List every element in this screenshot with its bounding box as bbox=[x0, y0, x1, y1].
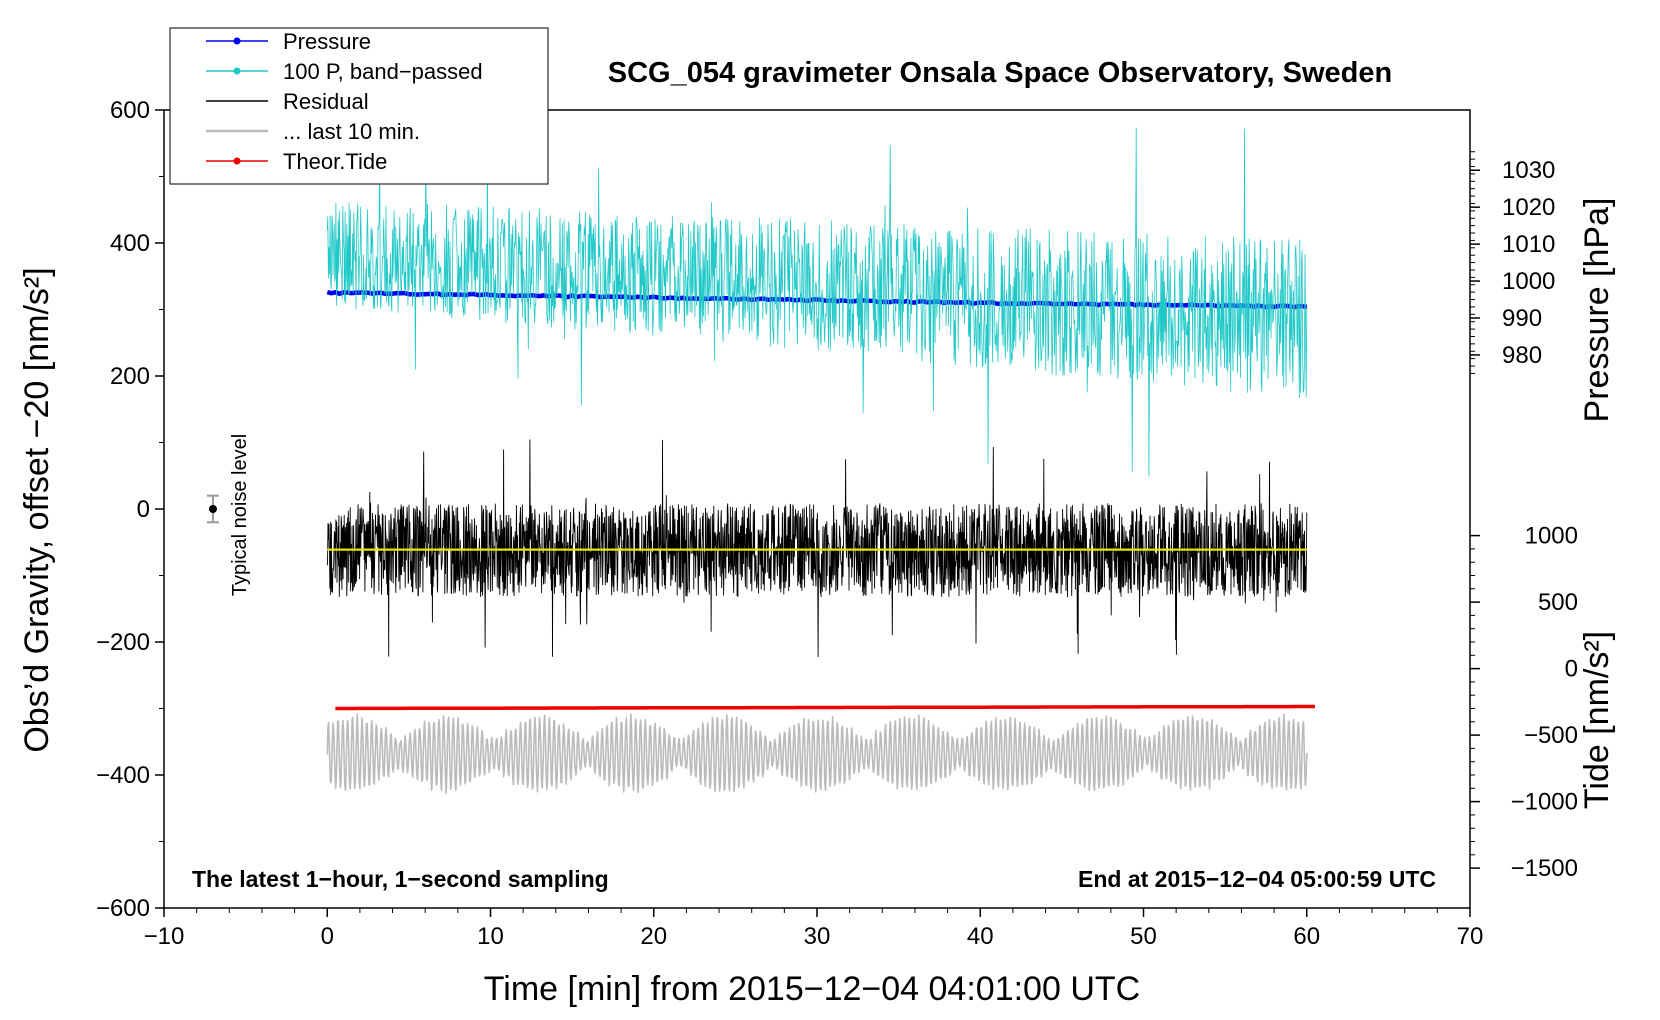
legend-marker-pressure bbox=[233, 37, 241, 45]
x-tick-label: 30 bbox=[804, 923, 831, 950]
x-tick-label: 40 bbox=[967, 923, 994, 950]
series-layer bbox=[326, 127, 1315, 795]
y-tick-label: 0 bbox=[137, 496, 150, 523]
legend-marker-100-p-band-passed bbox=[233, 67, 241, 75]
annotation-left: The latest 1−hour, 1−second sampling bbox=[192, 866, 609, 892]
x-tick-label: 70 bbox=[1457, 923, 1484, 950]
pressure-tick-label: 1020 bbox=[1502, 194, 1555, 221]
pressure-tick-label: 990 bbox=[1502, 305, 1542, 332]
y-axis-label-pressure: Pressure [hPa] bbox=[1578, 198, 1616, 423]
y-axis-label-tide: Tide [nm/s²] bbox=[1578, 631, 1616, 809]
pressure-tick-label: 1000 bbox=[1502, 268, 1555, 295]
y-tick-label: 200 bbox=[110, 363, 150, 390]
legend-label-last-10-min: ... last 10 min. bbox=[283, 119, 420, 144]
y-axis-label-left: Obs’d Gravity, offset −20 [nm/s²] bbox=[18, 267, 56, 752]
tide-tick-label: 0 bbox=[1565, 656, 1578, 683]
series--last-10-min- bbox=[326, 713, 1308, 795]
legend: Pressure 100 P, band−passed Residual ... la… bbox=[169, 27, 549, 185]
series-100-p-band-passed bbox=[326, 127, 1308, 477]
series-theor-tide bbox=[335, 704, 1315, 711]
tide-tick-label: 500 bbox=[1538, 589, 1578, 616]
tide-tick-label: −500 bbox=[1524, 722, 1578, 749]
x-tick-label: 10 bbox=[477, 923, 504, 950]
x-tick-label: 0 bbox=[321, 923, 334, 950]
tide-tick-label: −1500 bbox=[1511, 855, 1578, 882]
legend-box bbox=[169, 27, 549, 185]
pressure-tick-label: 1010 bbox=[1502, 231, 1555, 258]
legend-label-theor-tide: Theor.Tide bbox=[283, 149, 387, 174]
tide-tick-label: −1000 bbox=[1511, 789, 1578, 816]
legend-label-100-p-band-passed: 100 P, band−passed bbox=[283, 59, 483, 84]
y-tick-label: −400 bbox=[96, 762, 150, 789]
pressure-tick-label: 980 bbox=[1502, 342, 1542, 369]
x-tick-label: 60 bbox=[1293, 923, 1320, 950]
tide-tick-label: 1000 bbox=[1525, 523, 1578, 550]
series-residual bbox=[326, 439, 1308, 658]
annotation-right: End at 2015−12−04 05:00:59 UTC bbox=[1078, 866, 1436, 892]
pressure-tick-label: 1030 bbox=[1502, 157, 1555, 184]
y-tick-label: 400 bbox=[110, 230, 150, 257]
chart-title: SCG_054 gravimeter Onsala Space Observat… bbox=[608, 57, 1392, 89]
y-tick-label: 600 bbox=[110, 97, 150, 124]
y-tick-label: −600 bbox=[96, 895, 150, 922]
noise-level-label: Typical noise level bbox=[229, 434, 251, 596]
legend-label-residual: Residual bbox=[283, 89, 369, 114]
x-tick-label: 50 bbox=[1130, 923, 1157, 950]
x-axis-label: Time [min] from 2015−12−04 04:01:00 UTC bbox=[484, 970, 1140, 1008]
legend-label-pressure: Pressure bbox=[283, 29, 371, 54]
axes-layer: −10 0 10 20 30 40 50 60 70−600−400−2000200400600… bbox=[96, 97, 1578, 950]
noise-level-point bbox=[208, 505, 217, 513]
legend-marker-theor-tide bbox=[233, 157, 241, 165]
x-tick-label: −10 bbox=[144, 923, 185, 950]
y-tick-label: −200 bbox=[96, 629, 150, 656]
x-tick-label: 20 bbox=[640, 923, 667, 950]
